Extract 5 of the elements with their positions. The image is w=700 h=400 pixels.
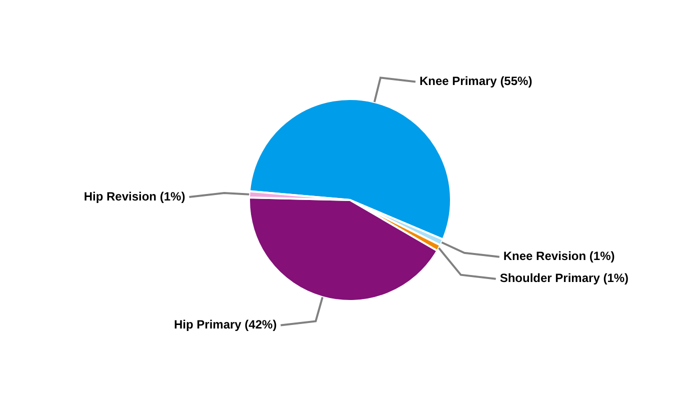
slice-label: Knee Revision (1%) xyxy=(503,249,615,264)
slice-label: Hip Primary (42%) xyxy=(174,318,277,332)
slice-label: Shoulder Primary (1%) xyxy=(500,271,629,286)
slice-label: Knee Primary (55%) xyxy=(419,74,532,88)
slice-label: Hip Revision (1%) xyxy=(84,189,186,204)
